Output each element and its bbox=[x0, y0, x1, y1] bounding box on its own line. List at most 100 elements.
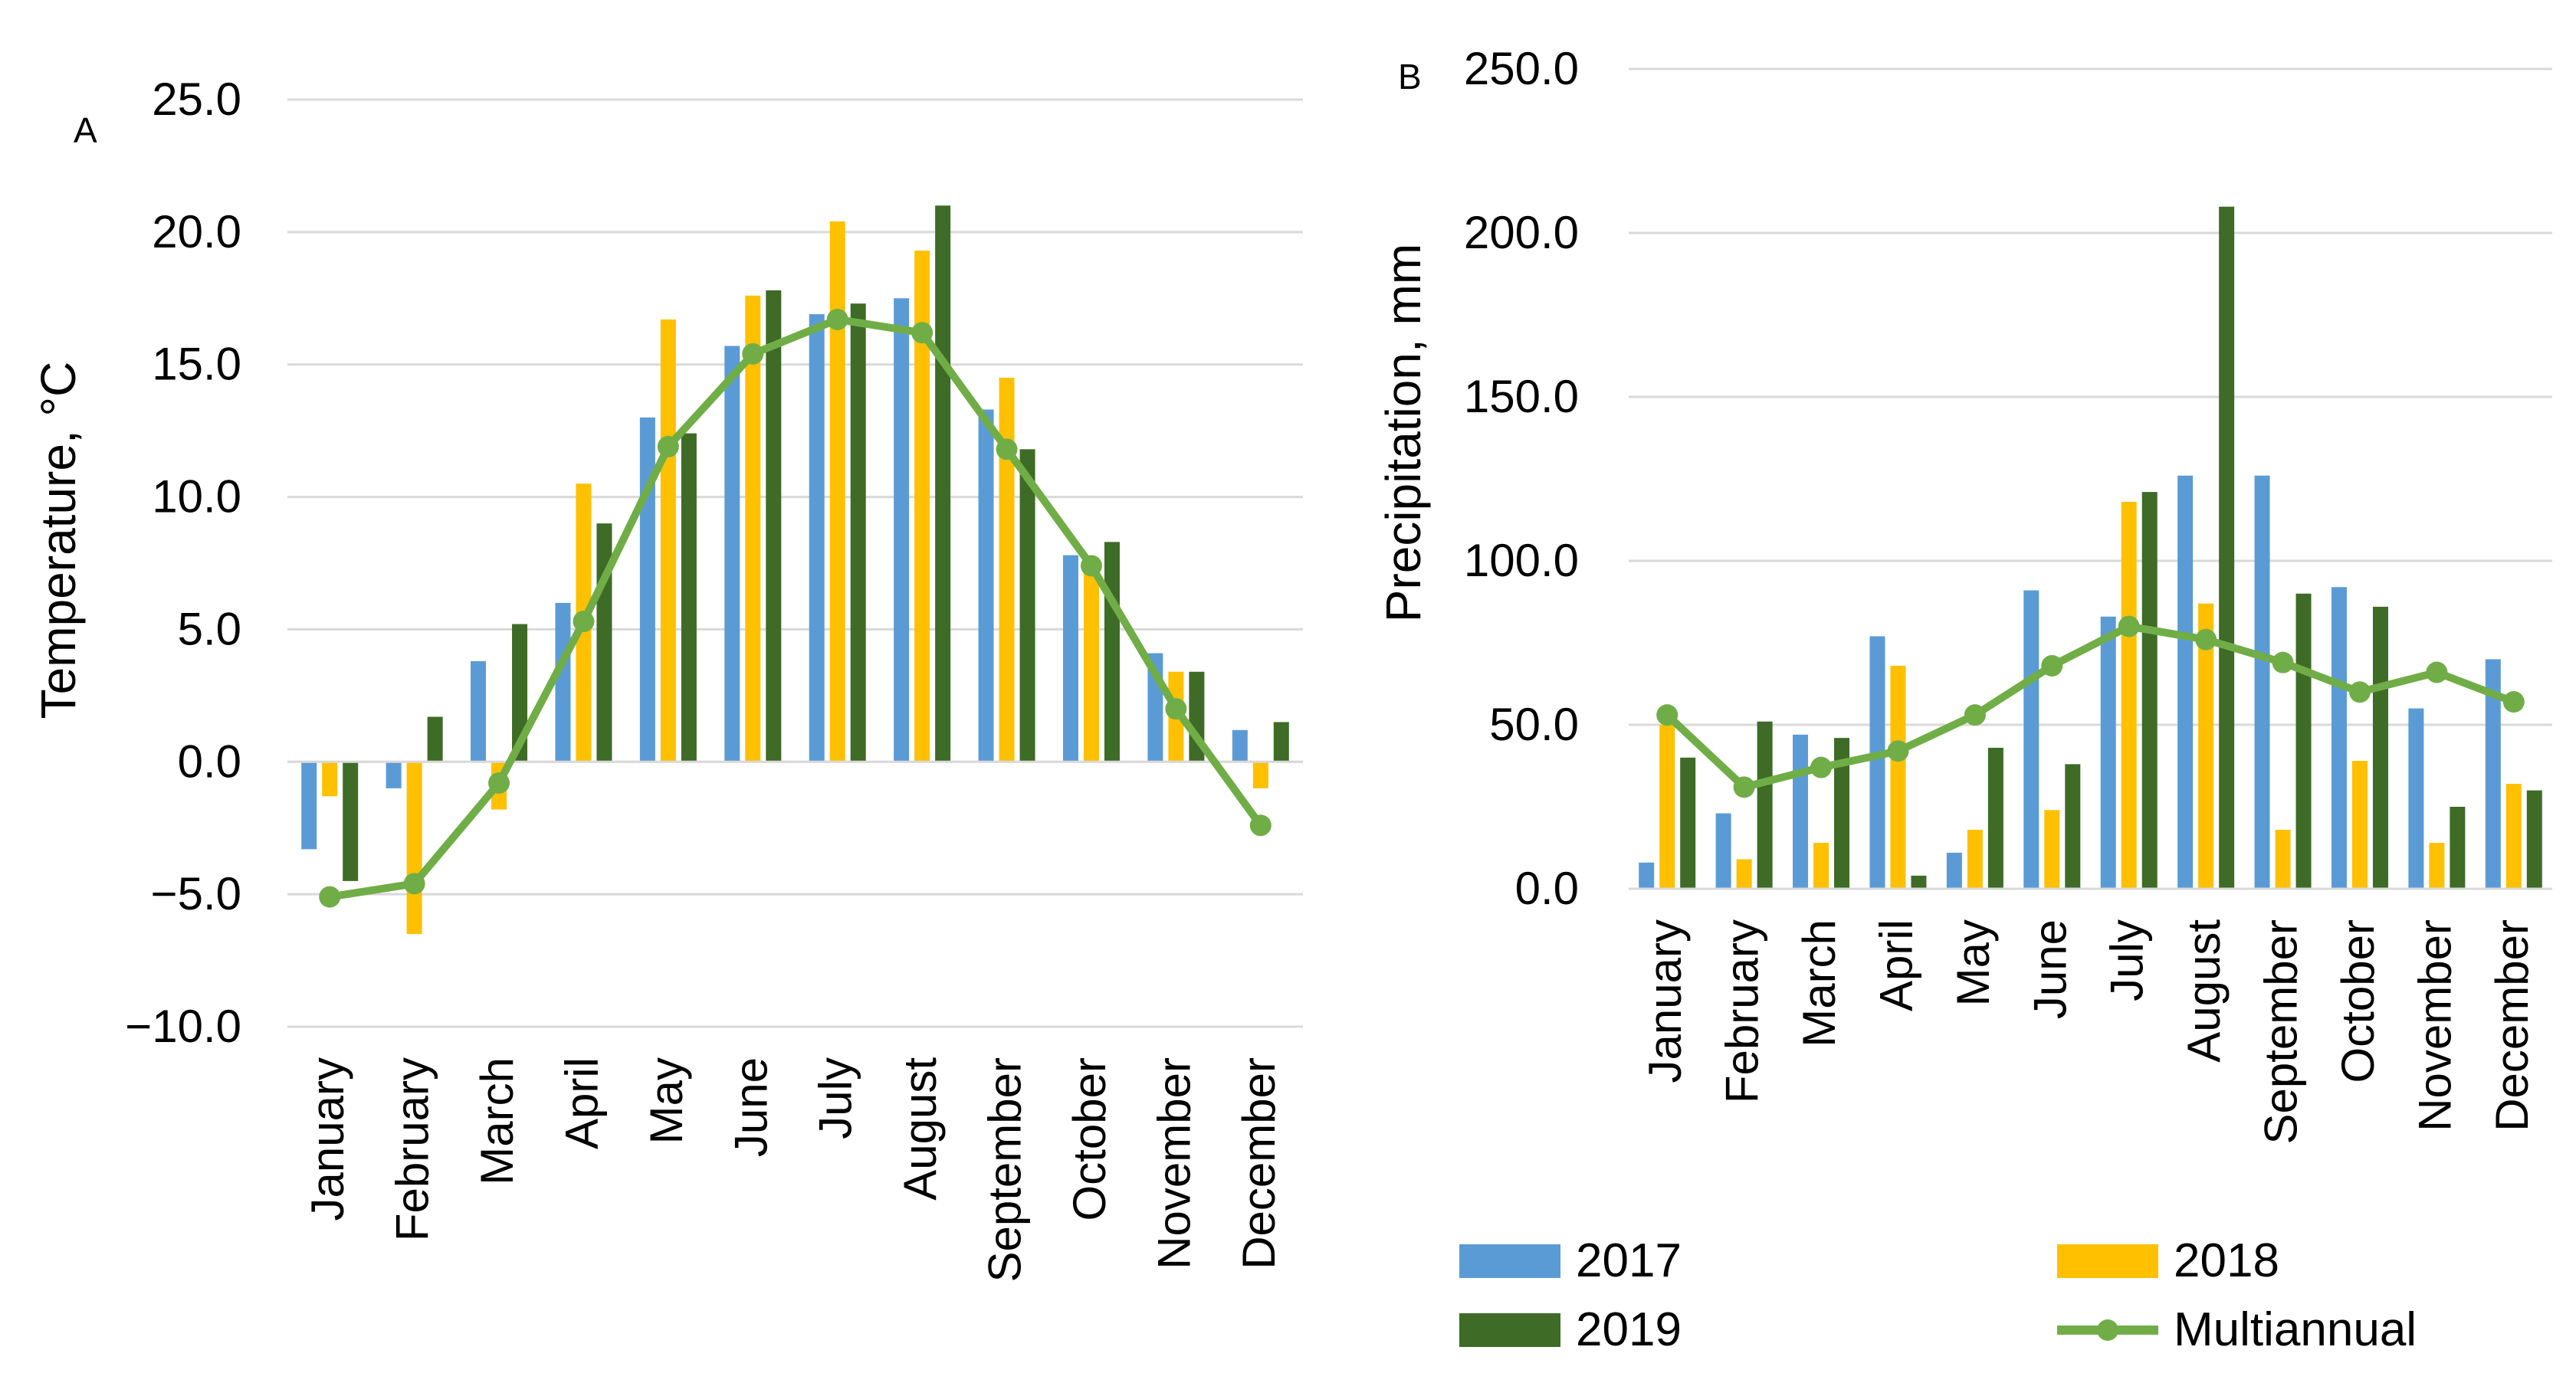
bar-2019-march bbox=[1834, 738, 1850, 889]
bar-2019-july bbox=[2141, 492, 2158, 889]
bar-2019-may bbox=[1987, 747, 2003, 889]
bar-2019-september bbox=[2295, 593, 2312, 889]
y-tick-label: 0.0 bbox=[1515, 863, 1579, 914]
x-tick-label: April bbox=[556, 1057, 607, 1149]
marker-multiannual-july bbox=[826, 308, 848, 330]
bar-2019-january bbox=[1680, 757, 1696, 889]
panel-label-a: A bbox=[74, 110, 97, 150]
chart-precipitation: B Precipitation, mm 250.0 200.0 150.0 100.0… bbox=[1376, 43, 2552, 1145]
y-tick-label: 25.0 bbox=[152, 74, 241, 125]
bar-2018-december bbox=[2505, 784, 2522, 889]
marker-multiannual-august bbox=[911, 322, 934, 344]
bar-2017-may bbox=[639, 417, 655, 762]
x-tick-label: April bbox=[1870, 919, 1921, 1011]
bar-2018-march bbox=[1813, 843, 1829, 889]
marker-multiannual-october bbox=[2348, 681, 2371, 703]
legend-label-2019: 2019 bbox=[1576, 1303, 1682, 1356]
bar-2019-june bbox=[766, 290, 782, 762]
marker-multiannual-november bbox=[2426, 661, 2448, 683]
series-line-multiannual bbox=[1664, 622, 2515, 791]
bar-2019-november bbox=[2450, 807, 2466, 889]
ylabel-precipitation: Precipitation, mm bbox=[1376, 244, 1431, 622]
bar-2017-january bbox=[1639, 862, 1655, 889]
x-tick-label: December bbox=[1233, 1057, 1285, 1270]
legend-label-multiannual: Multiannual bbox=[2174, 1303, 2417, 1356]
bar-2018-august bbox=[914, 251, 930, 762]
x-tick-label: November bbox=[1148, 1057, 1199, 1270]
bar-2018-april bbox=[1890, 665, 1906, 889]
y-tick-label: −5.0 bbox=[151, 868, 241, 919]
ylabel-temperature: Temperature, °C bbox=[31, 362, 86, 719]
bar-2017-june bbox=[724, 346, 740, 762]
bar-2017-march bbox=[471, 660, 487, 762]
bar-2018-october bbox=[2351, 761, 2368, 889]
bar-2019-january bbox=[343, 762, 359, 881]
bar-2017-september bbox=[2254, 475, 2270, 889]
bar-2019-august bbox=[935, 205, 951, 762]
y-tick-label: 250.0 bbox=[1464, 43, 1579, 94]
bar-2017-july bbox=[809, 314, 825, 762]
x-tick-label: September bbox=[2256, 919, 2307, 1145]
x-tick-label: August bbox=[894, 1057, 946, 1201]
marker-multiannual-december bbox=[2502, 691, 2525, 713]
marker-multiannual-january bbox=[1656, 704, 1679, 726]
bar-2019-august bbox=[2219, 206, 2235, 889]
marker-multiannual-september bbox=[996, 438, 1018, 460]
bar-2019-march bbox=[512, 624, 528, 762]
x-tick-label: May bbox=[641, 1057, 692, 1144]
bar-2017-june bbox=[2023, 590, 2039, 889]
bar-2017-august bbox=[894, 298, 910, 762]
x-tick-label: August bbox=[2178, 919, 2230, 1063]
bar-2018-june bbox=[2044, 810, 2060, 889]
x-tick-label: June bbox=[725, 1057, 776, 1157]
bar-2018-december bbox=[1252, 762, 1268, 788]
chart-temperature: A Temperature, °C 25.0 20.0 15.0 10.0 5.0 0.0… bbox=[31, 74, 1303, 1283]
bar-2017-february bbox=[386, 762, 402, 788]
x-tick-label: July bbox=[2102, 919, 2153, 1001]
y-tick-label: −10.0 bbox=[125, 1001, 241, 1052]
marker-multiannual-march bbox=[1810, 756, 1833, 778]
marker-multiannual-july bbox=[2118, 615, 2140, 637]
bar-2018-august bbox=[2198, 603, 2214, 889]
bar-2017-april bbox=[1869, 636, 1885, 889]
bar-2019-september bbox=[1019, 449, 1035, 762]
marker-multiannual-may bbox=[657, 435, 679, 457]
y-tick-label: 0.0 bbox=[178, 736, 241, 787]
bar-2017-may bbox=[1946, 852, 1962, 889]
bar-2019-april bbox=[1911, 875, 1927, 889]
bar-2019-october bbox=[2372, 606, 2388, 889]
bar-2018-february bbox=[406, 762, 422, 934]
bar-2017-march bbox=[1793, 734, 1809, 889]
x-tick-label: May bbox=[1948, 919, 1999, 1006]
bar-2017-october bbox=[1062, 555, 1078, 762]
y-tick-label: 20.0 bbox=[152, 206, 241, 257]
marker-multiannual-february bbox=[403, 873, 425, 895]
bar-2019-february bbox=[427, 716, 443, 762]
bar-2017-april bbox=[555, 602, 571, 762]
x-tick-label: November bbox=[2409, 919, 2460, 1132]
legend-label-2017: 2017 bbox=[1576, 1234, 1682, 1287]
bar-2017-september bbox=[978, 409, 994, 762]
x-tick-label: January bbox=[1639, 919, 1691, 1083]
marker-multiannual-january bbox=[319, 886, 341, 908]
legend-swatch-2019 bbox=[1459, 1313, 1560, 1347]
series-line-multiannual bbox=[329, 315, 1264, 901]
bar-2018-september bbox=[2275, 829, 2291, 889]
bar-2018-november bbox=[2429, 843, 2445, 889]
legend-label-2018: 2018 bbox=[2174, 1234, 2279, 1287]
bar-2017-february bbox=[1715, 813, 1731, 889]
marker-multiannual-october bbox=[1080, 555, 1102, 577]
marker-multiannual-march bbox=[488, 772, 510, 794]
x-tick-label: October bbox=[1064, 1057, 1115, 1221]
bar-2017-october bbox=[2331, 587, 2347, 889]
bar-2017-august bbox=[2177, 475, 2194, 889]
bar-2019-may bbox=[681, 433, 697, 762]
y-tick-label: 150.0 bbox=[1464, 371, 1579, 422]
y-tick-label: 50.0 bbox=[1489, 699, 1579, 750]
bar-2019-june bbox=[2065, 764, 2081, 889]
marker-multiannual-february bbox=[1733, 776, 1755, 798]
x-tick-label: December bbox=[2486, 919, 2538, 1132]
x-tick-label: March bbox=[471, 1057, 523, 1185]
